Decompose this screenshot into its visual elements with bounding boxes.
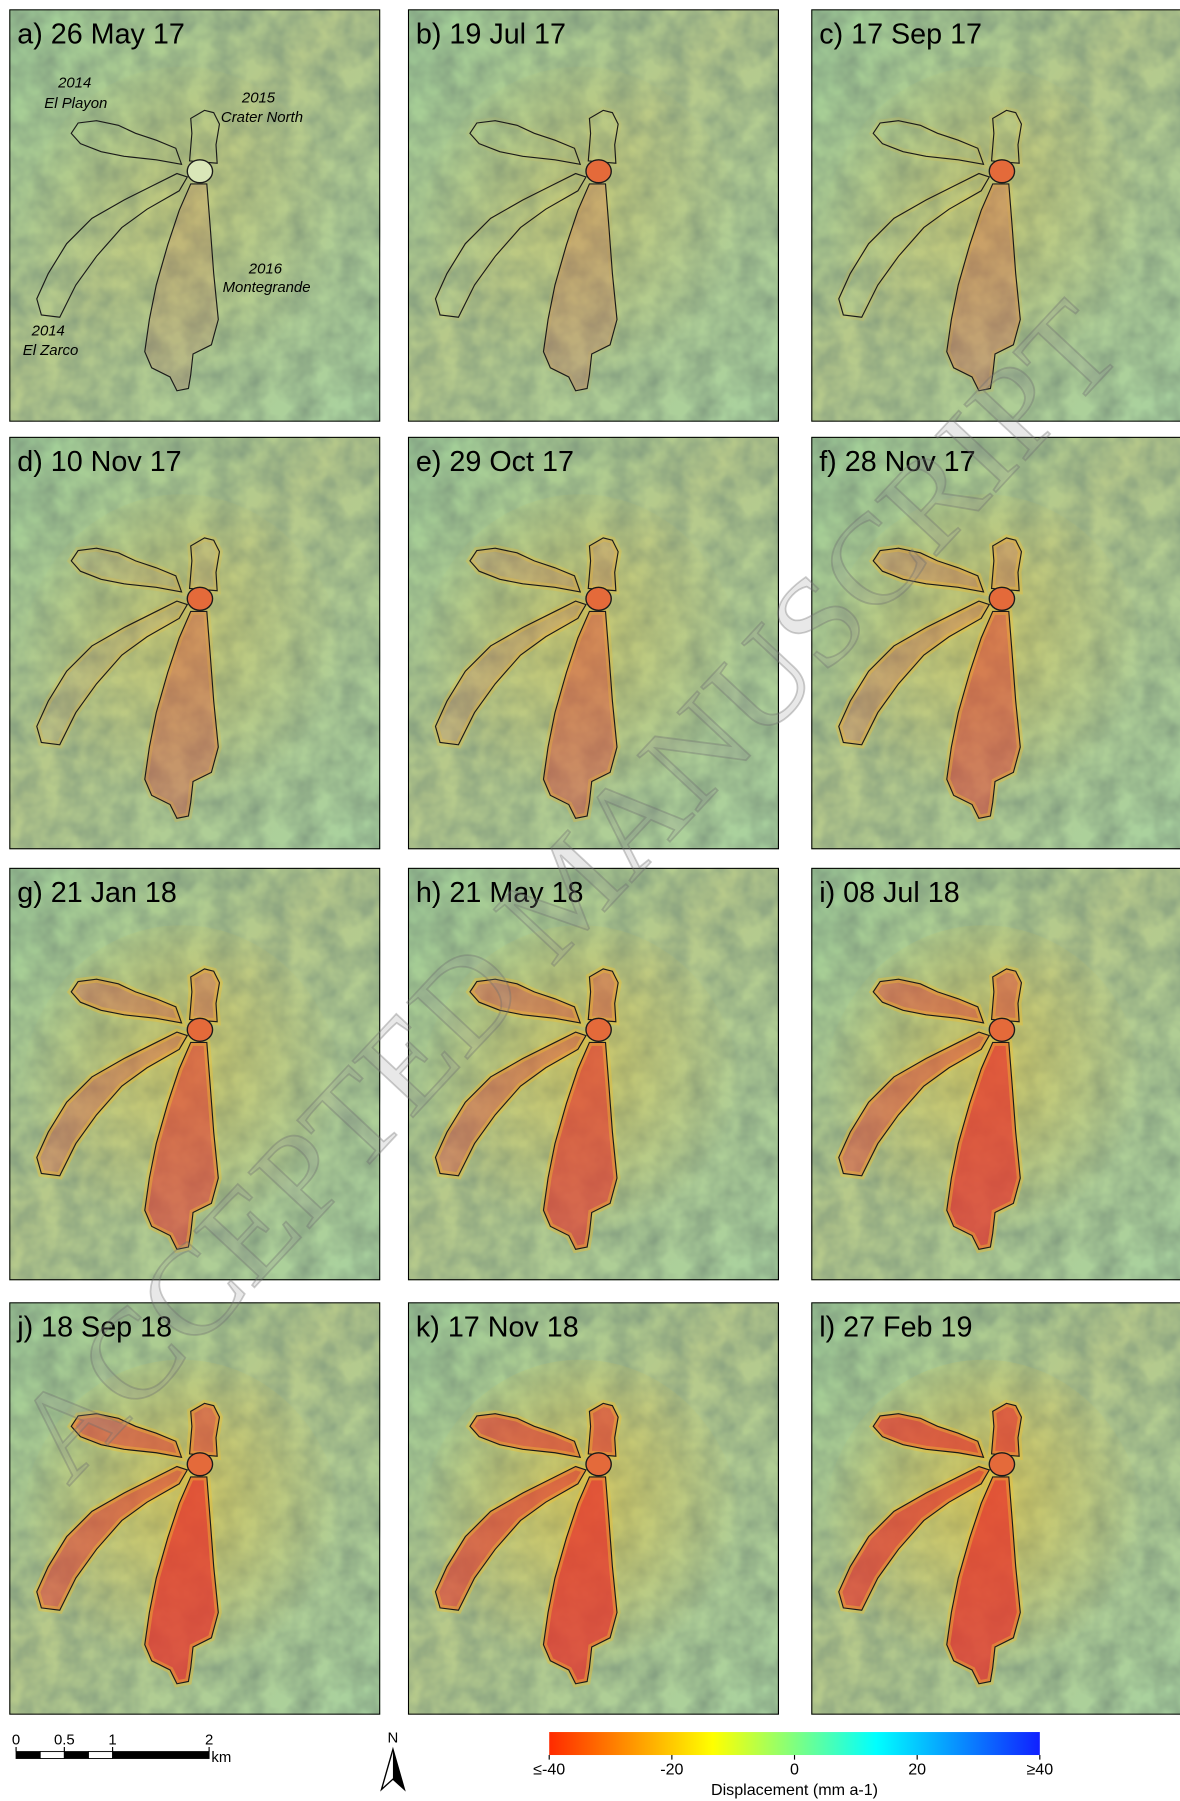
scale-bar-label: 0.5	[54, 1732, 75, 1749]
north-label: N	[388, 1729, 399, 1746]
panel-label: b) 19 Jul 17	[416, 19, 566, 51]
flow-annotation: Crater North	[221, 109, 303, 126]
flow-annotation: El Zarco	[23, 342, 79, 359]
flow-annotation: Montegrande	[223, 279, 311, 296]
colorbar-label: ≤-40	[533, 1761, 565, 1779]
scale-bar-label: 0	[12, 1732, 20, 1749]
crater	[989, 1453, 1014, 1476]
colorbar-label: 0	[790, 1761, 799, 1779]
crater	[187, 587, 212, 610]
colorbar-label: -20	[660, 1761, 683, 1779]
panel-label: c) 17 Sep 17	[819, 19, 982, 51]
map-panel: d) 10 Nov 17	[9, 437, 380, 850]
figure: a) 26 May 17 2014 El Playon 2015 Crater Nort…	[0, 0, 1180, 1801]
scale-bar-segment	[88, 1752, 112, 1759]
flow-annotation: 2015	[241, 89, 276, 106]
map-panel: i) 08 Jul 18	[811, 868, 1180, 1281]
crater	[586, 1018, 611, 1041]
map-panel: l) 27 Feb 19	[811, 1302, 1180, 1715]
crater	[187, 1018, 212, 1041]
scale-bar-segment	[64, 1752, 88, 1759]
colorbar-title: Displacement (mm a-1)	[711, 1781, 878, 1799]
colorbar-label: ≥40	[1026, 1761, 1053, 1779]
map-panel: a) 26 May 17 2014 El Playon 2015 Crater Nort…	[9, 9, 380, 422]
crater	[187, 160, 212, 183]
scale-bar: 0 0.5 1 2km	[12, 1732, 231, 1766]
crater	[187, 1453, 212, 1476]
crater	[586, 587, 611, 610]
panel-label: d) 10 Nov 17	[17, 446, 181, 478]
scale-bar-unit: km	[211, 1749, 231, 1766]
page: { "panels": ["a) 26 May 17", "b) 19 Jul …	[0, 0, 1180, 1801]
flow-annotation: 2014	[57, 74, 91, 91]
panel-label: e) 29 Oct 17	[416, 446, 574, 478]
scale-bar-segment	[113, 1752, 210, 1759]
flow-annotation: 2014	[31, 323, 65, 340]
colorbar-ramp	[549, 1732, 1040, 1755]
panel-label: k) 17 Nov 18	[416, 1312, 579, 1344]
colorbar-label: 20	[908, 1761, 926, 1779]
north-arrow: N	[381, 1729, 404, 1789]
crater	[989, 160, 1014, 183]
flow-annotation: 2016	[248, 261, 283, 278]
crater	[586, 160, 611, 183]
panel-label: a) 26 May 17	[17, 19, 185, 51]
flow-annotation: El Playon	[44, 95, 107, 112]
panel-label: l) 27 Feb 19	[819, 1312, 972, 1344]
map-panel: b) 19 Jul 17	[408, 9, 779, 422]
scale-bar-segment	[40, 1752, 64, 1759]
colorbar: ≤-40 -20 0 20 ≥40 Displacement (mm a-1)	[533, 1732, 1053, 1799]
panel-label: i) 08 Jul 18	[819, 877, 959, 909]
crater	[989, 1018, 1014, 1041]
scale-bar-label: 1	[108, 1732, 116, 1749]
crater	[586, 1453, 611, 1476]
scale-bar-segment	[16, 1752, 40, 1759]
crater	[989, 587, 1014, 610]
scale-bar-label: 2	[205, 1732, 213, 1749]
map-panel: k) 17 Nov 18	[408, 1302, 779, 1715]
panel-label: g) 21 Jan 18	[17, 877, 177, 909]
